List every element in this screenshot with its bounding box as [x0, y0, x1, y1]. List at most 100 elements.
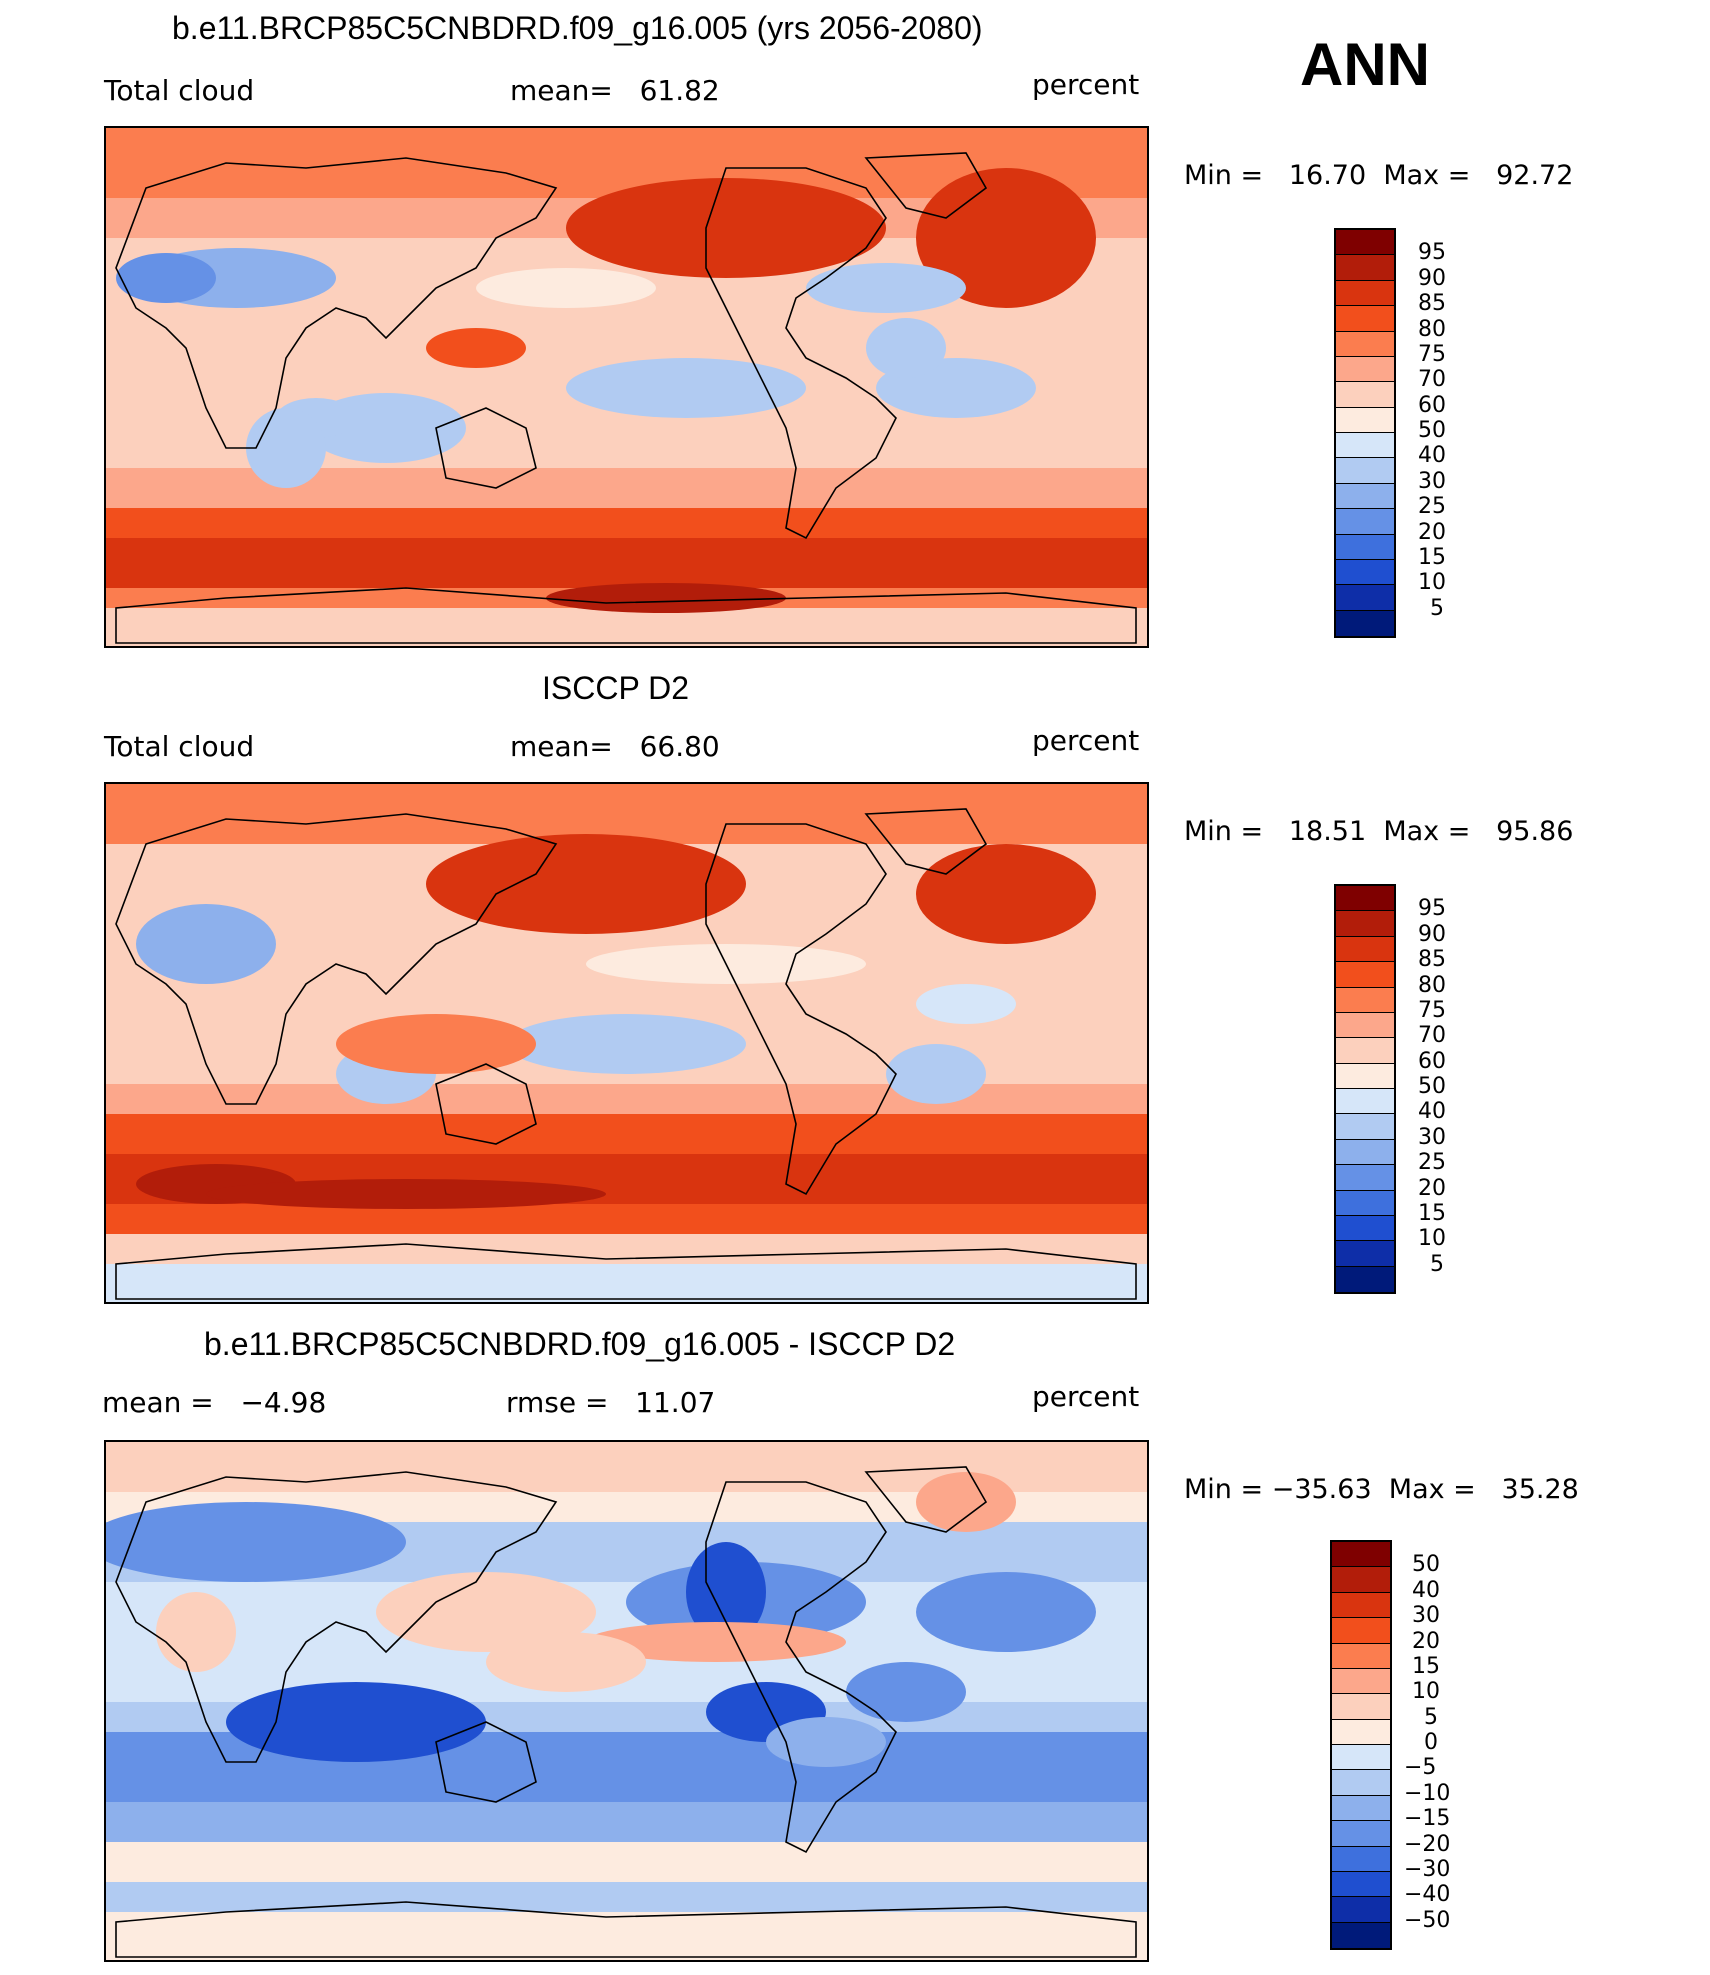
colorbar-tick-label: 20: [1418, 1175, 1446, 1201]
field-band: [106, 1114, 1147, 1154]
colorbar-tick-label: 0: [1424, 1730, 1438, 1755]
colorbar-swatch: [1332, 1592, 1390, 1619]
field-region: [546, 583, 786, 613]
colorbar-swatch: [1336, 1215, 1394, 1242]
colorbar-tick-label: 70: [1418, 1023, 1446, 1049]
colorbar-swatch: [1336, 987, 1394, 1013]
colorbar-swatch: [1332, 1668, 1390, 1695]
colorbar-tick-label: 85: [1418, 947, 1446, 973]
colorbar-tick-label: −50: [1404, 1907, 1451, 1933]
colorbar-swatch: [1336, 458, 1394, 484]
colorbar-tick-label: 25: [1418, 1150, 1446, 1176]
field-region: [476, 268, 656, 308]
colorbar-swatch: [1336, 1114, 1394, 1140]
colorbar-tick-label: 90: [1418, 265, 1446, 291]
panel-3-map: [104, 1440, 1149, 1962]
colorbar-tick-label: 20: [1418, 519, 1446, 545]
colorbar-tick-label: −10: [1404, 1780, 1451, 1806]
colorbar-swatch: [1336, 585, 1394, 611]
panel-1-title: b.e11.BRCP85C5CNBDRD.f09_g16.005 (yrs 20…: [172, 10, 983, 46]
colorbar-tick-label: 75: [1418, 997, 1446, 1023]
field-band: [106, 1842, 1147, 1882]
field-region: [846, 1662, 966, 1722]
colorbar-swatch: [1336, 1089, 1394, 1115]
panel-3-colorbar: [1330, 1540, 1392, 1950]
field-region: [246, 408, 326, 488]
field-region: [916, 1572, 1096, 1652]
colorbar-tick-label: 15: [1418, 544, 1446, 570]
colorbar-tick-label: 5: [1424, 1704, 1438, 1730]
colorbar-swatch: [1332, 1846, 1390, 1872]
field-band: [106, 1802, 1147, 1842]
colorbar-tick-label: −15: [1404, 1806, 1451, 1832]
colorbar-tick-label: 85: [1418, 291, 1446, 317]
field-band: [106, 1882, 1147, 1912]
field-band: [106, 1204, 1147, 1234]
colorbar-tick-label: 50: [1418, 1074, 1446, 1099]
panel-1-variable-label: Total cloud: [104, 74, 255, 107]
colorbar-swatch: [1336, 936, 1394, 963]
colorbar-tick-label: 95: [1418, 240, 1446, 266]
coastline: [705, 823, 897, 1196]
field-region: [886, 1044, 986, 1104]
panel-2-mean-label: mean= 66.80: [510, 730, 720, 763]
field-band: [106, 1912, 1147, 1960]
colorbar-tick-label: 40: [1412, 1577, 1440, 1603]
coastline: [435, 1721, 537, 1803]
field-region: [226, 1682, 486, 1762]
colorbar-tick-label: 20: [1412, 1628, 1440, 1654]
colorbar-swatch: [1332, 1643, 1390, 1669]
field-band: [106, 1264, 1147, 1302]
colorbar-tick-label: −5: [1404, 1755, 1437, 1781]
field-region: [916, 984, 1016, 1024]
colorbar-tick-label: 95: [1418, 896, 1446, 922]
coastline: [435, 407, 537, 489]
colorbar-swatch: [1336, 230, 1394, 256]
field-region: [426, 834, 746, 934]
coastline: [705, 1481, 897, 1854]
colorbar-swatch: [1336, 1012, 1394, 1039]
colorbar-swatch: [1336, 610, 1394, 636]
field-region: [866, 318, 946, 378]
field-region: [336, 1014, 536, 1074]
coastline: [115, 1471, 558, 1763]
panel-1-mean-label: mean= 61.82: [510, 74, 720, 107]
field-region: [486, 1632, 646, 1692]
colorbar-swatch: [1336, 559, 1394, 586]
colorbar-swatch: [1336, 509, 1394, 535]
panel-1-contour-field: [106, 128, 1147, 646]
coastline: [435, 1063, 537, 1145]
colorbar-swatch: [1336, 1266, 1394, 1292]
colorbar-tick-label: 50: [1412, 1552, 1440, 1578]
field-band: [106, 508, 1147, 538]
colorbar-swatch: [1332, 1542, 1390, 1568]
panel-2-title: ISCCP D2: [542, 670, 690, 706]
coastline: [115, 157, 558, 449]
panel-1-units-label: percent: [1032, 68, 1140, 101]
field-region: [426, 328, 526, 368]
colorbar-swatch: [1332, 1694, 1390, 1720]
field-region: [916, 168, 1096, 308]
field-band: [106, 538, 1147, 588]
colorbar-swatch: [1332, 1618, 1390, 1644]
colorbar-swatch: [1336, 1038, 1394, 1064]
panel-3-minmax: Min = −35.63 Max = 35.28: [1184, 1474, 1579, 1505]
colorbar-swatch: [1332, 1719, 1390, 1745]
field-region: [116, 253, 216, 303]
colorbar-tick-label: 80: [1418, 316, 1446, 342]
colorbar-swatch: [1336, 534, 1394, 560]
field-region: [106, 1502, 406, 1582]
field-region: [506, 1014, 746, 1074]
colorbar-tick-label: −30: [1404, 1856, 1451, 1882]
colorbar-tick-label: 15: [1412, 1653, 1440, 1679]
colorbar-tick-label: 10: [1412, 1679, 1440, 1705]
colorbar-tick-label: 50: [1418, 418, 1446, 443]
colorbar-tick-label: 30: [1418, 1124, 1446, 1150]
panel-2-units-label: percent: [1032, 724, 1140, 757]
colorbar-tick-label: 60: [1418, 392, 1446, 418]
colorbar-tick-label: 60: [1418, 1048, 1446, 1074]
colorbar-swatch: [1332, 1922, 1390, 1948]
colorbar-tick-label: 75: [1418, 341, 1446, 367]
colorbar-swatch: [1336, 306, 1394, 332]
colorbar-swatch: [1332, 1821, 1390, 1847]
